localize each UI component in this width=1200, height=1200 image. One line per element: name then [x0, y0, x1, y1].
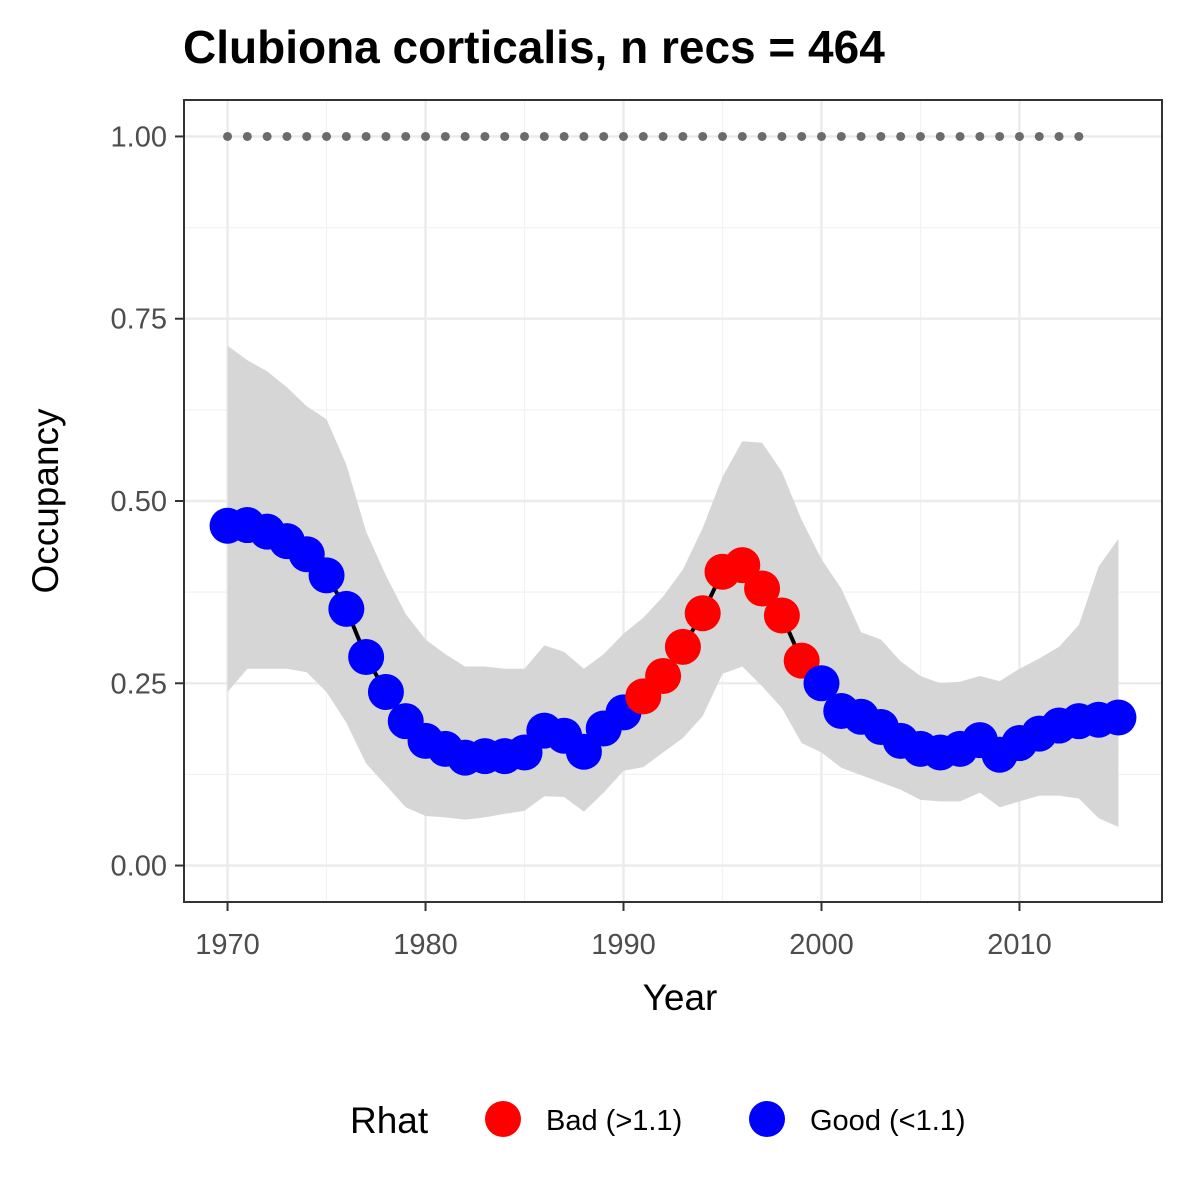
- reference-point: [1074, 131, 1084, 141]
- reference-point: [955, 131, 965, 141]
- data-point-bad: [684, 595, 721, 632]
- y-tick-label: 0.25: [111, 668, 167, 700]
- y-tick-label: 0.75: [111, 304, 167, 336]
- x-tick-label: 1980: [393, 929, 458, 961]
- reference-point: [559, 131, 569, 141]
- reference-point: [322, 131, 332, 141]
- x-tick-label: 1970: [195, 929, 260, 961]
- data-point-good: [367, 674, 404, 711]
- data-point-good: [348, 639, 385, 676]
- reference-point: [638, 131, 648, 141]
- data-point-good: [328, 590, 365, 627]
- reference-point: [302, 131, 312, 141]
- reference-point: [816, 131, 826, 141]
- x-tick-label: 2010: [987, 929, 1052, 961]
- reference-point: [836, 131, 846, 141]
- data-point-bad: [645, 657, 682, 694]
- reference-point: [539, 131, 549, 141]
- reference-point: [223, 131, 233, 141]
- reference-point: [520, 131, 530, 141]
- reference-point: [915, 131, 925, 141]
- reference-point: [777, 131, 787, 141]
- x-axis-title: Year: [643, 977, 718, 1018]
- reference-point: [995, 131, 1005, 141]
- credible-interval-layer: [227, 345, 1119, 827]
- reference-point: [797, 131, 807, 141]
- reference-point: [262, 131, 272, 141]
- reference-point: [1034, 131, 1044, 141]
- reference-point: [698, 131, 708, 141]
- x-tick-label: 1990: [591, 929, 656, 961]
- data-point-good: [308, 557, 345, 594]
- data-point-bad: [763, 597, 800, 634]
- legend: Rhat Bad (>1.1) Good (<1.1): [350, 1100, 966, 1141]
- data-point-bad: [744, 570, 781, 607]
- reference-point: [341, 131, 351, 141]
- reference-point: [619, 131, 629, 141]
- reference-point: [975, 131, 985, 141]
- y-axis-title: Occupancy: [25, 408, 66, 594]
- reference-point: [440, 131, 450, 141]
- reference-point: [737, 131, 747, 141]
- y-tick-label: 1.00: [111, 121, 167, 153]
- y-tick-label: 0.50: [111, 486, 167, 518]
- legend-title: Rhat: [350, 1100, 429, 1141]
- reference-point: [1014, 131, 1024, 141]
- reference-point: [381, 131, 391, 141]
- reference-point: [856, 131, 866, 141]
- reference-point: [480, 131, 490, 141]
- reference-point: [361, 131, 371, 141]
- reference-point: [717, 131, 727, 141]
- x-axis: 1970 1980 1990 2000 2010: [195, 902, 1052, 961]
- legend-key-good: [749, 1101, 785, 1137]
- reference-point: [460, 131, 470, 141]
- data-point-good: [803, 665, 840, 702]
- reference-point: [282, 131, 292, 141]
- reference-point: [421, 131, 431, 141]
- data-point-good: [1100, 699, 1137, 736]
- reference-point: [242, 131, 252, 141]
- reference-point: [935, 131, 945, 141]
- reference-point: [500, 131, 510, 141]
- legend-key-bad: [485, 1101, 521, 1137]
- reference-point: [896, 131, 906, 141]
- chart-title: Clubiona corticalis, n recs = 464: [183, 21, 885, 73]
- reference-point: [599, 131, 609, 141]
- data-point-bad: [664, 628, 701, 665]
- reference-point: [757, 131, 767, 141]
- legend-label-good: Good (<1.1): [810, 1105, 966, 1137]
- reference-point: [876, 131, 886, 141]
- reference-point: [401, 131, 411, 141]
- reference-point: [579, 131, 589, 141]
- credible-interval-ribbon: [227, 345, 1119, 827]
- reference-point: [658, 131, 668, 141]
- y-axis: 0.00 0.25 0.50 0.75 1.00: [111, 121, 184, 883]
- legend-label-bad: Bad (>1.1): [546, 1105, 682, 1137]
- reference-points-layer: [223, 131, 1084, 141]
- y-tick-label: 0.00: [111, 851, 167, 883]
- occupancy-points-layer: [209, 507, 1137, 776]
- x-tick-label: 2000: [789, 929, 854, 961]
- reference-point: [678, 131, 688, 141]
- reference-point: [1054, 131, 1064, 141]
